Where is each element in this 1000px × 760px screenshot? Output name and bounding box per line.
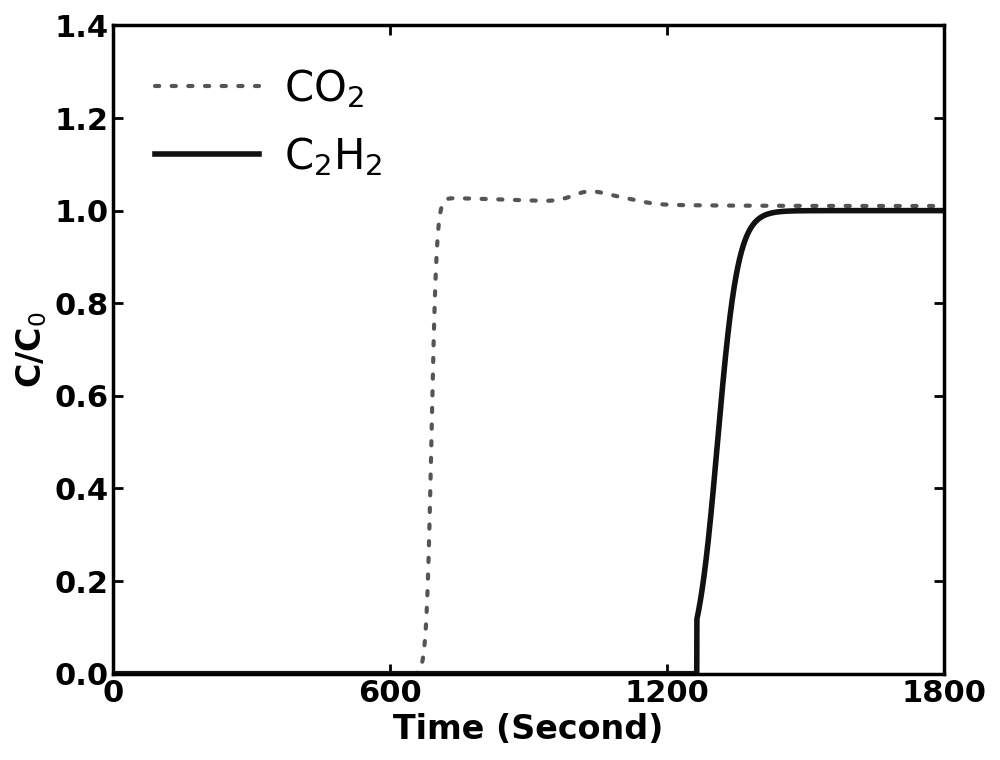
Y-axis label: C/C$_0$: C/C$_0$ [14,311,49,388]
Line: C$_2$H$_2$: C$_2$H$_2$ [113,211,944,673]
C$_2$H$_2$ [647,669,659,678]
CO$_2$ [647,199,659,208]
C$_2$H$_2$ [938,206,950,215]
C$_2$H$_2$ [605,669,617,678]
CO$_2$ [605,191,617,200]
CO$_2$ [938,201,950,211]
CO$_2$ [258,669,270,678]
C$_2$H$_2$ [424,669,436,678]
CO$_2$ [424,480,436,489]
C$_2$H$_2$ [258,669,270,678]
X-axis label: Time (Second): Time (Second) [393,713,664,746]
CO$_2$ [107,669,119,678]
Legend: CO$_2$, C$_2$H$_2$: CO$_2$, C$_2$H$_2$ [134,46,403,198]
C$_2$H$_2$ [727,291,739,300]
C$_2$H$_2$ [107,669,119,678]
CO$_2$ [790,201,802,211]
CO$_2$ [727,201,739,211]
Line: CO$_2$: CO$_2$ [113,192,944,673]
CO$_2$ [585,187,597,196]
C$_2$H$_2$ [790,206,802,215]
